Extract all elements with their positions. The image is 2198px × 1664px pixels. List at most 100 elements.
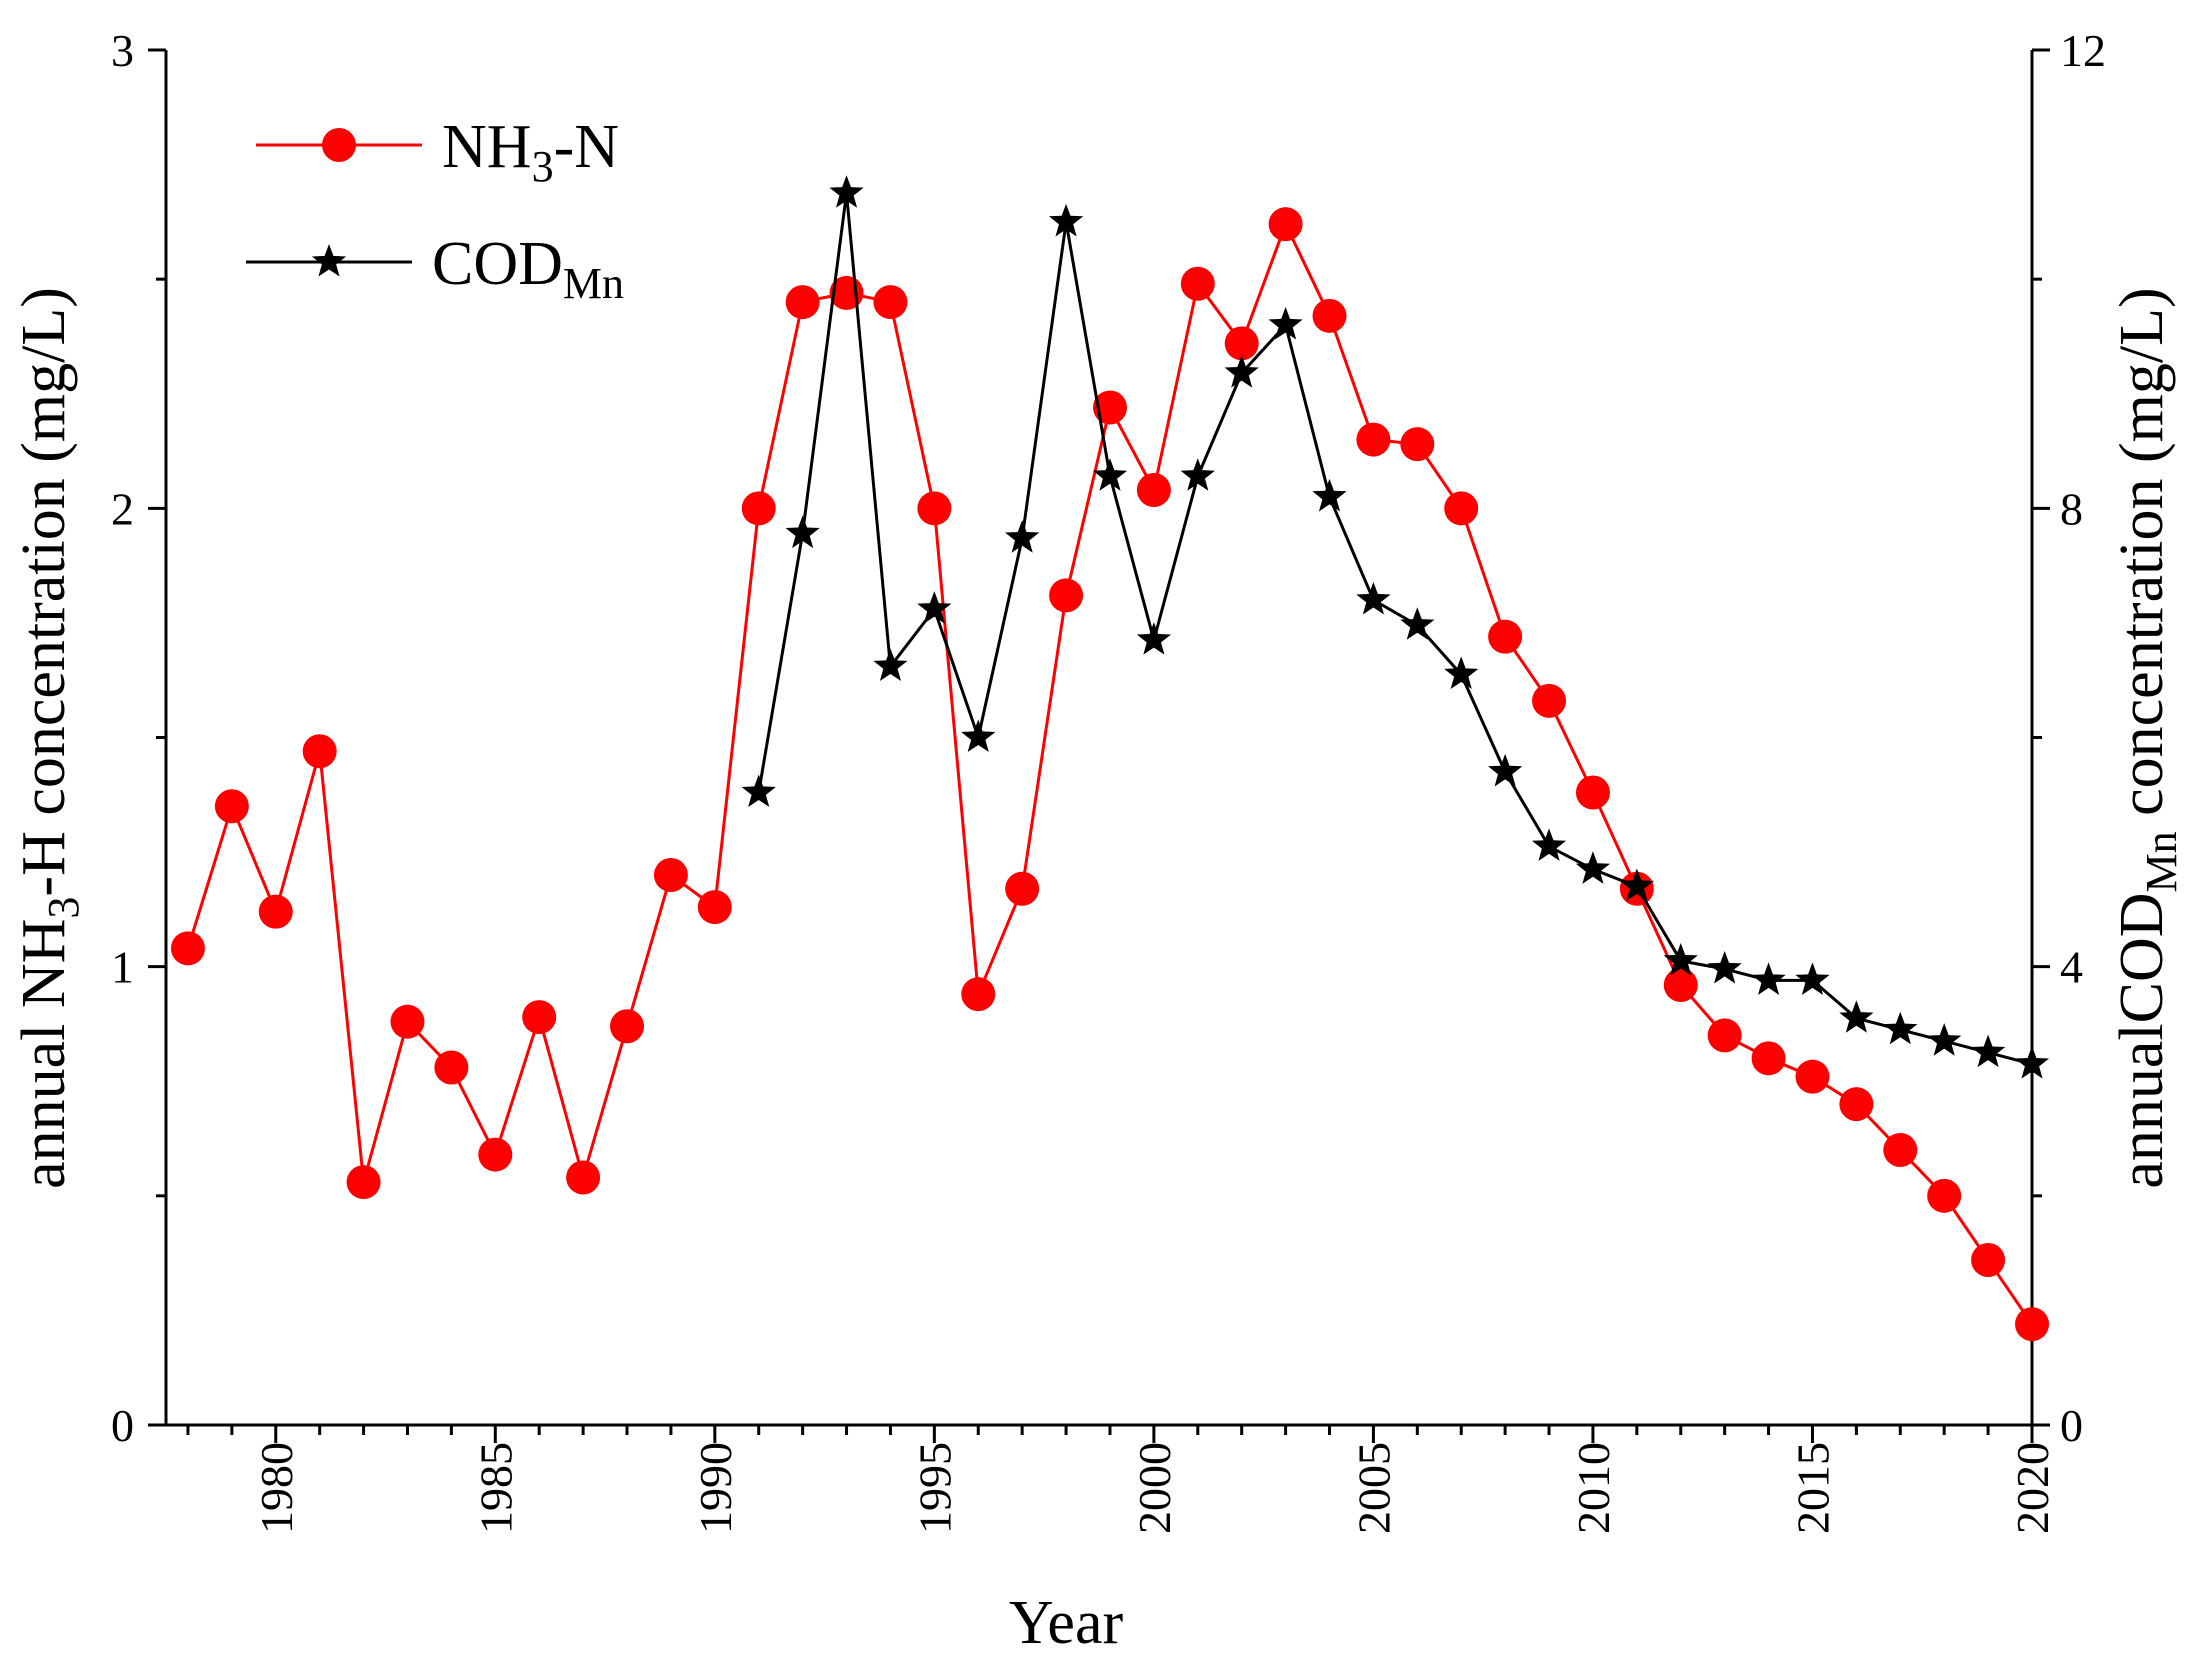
- legend-nh3-marker: [322, 128, 356, 162]
- nh3-point: [478, 1137, 513, 1172]
- series-codmn: [741, 175, 2050, 1079]
- nh3-point: [566, 1160, 601, 1195]
- y-left-tick-label: 0: [111, 1400, 134, 1451]
- cod-point: [917, 591, 952, 624]
- cod-point: [1707, 950, 1742, 984]
- x-tick-label: 2000: [1129, 1442, 1180, 1534]
- y-right-title-subscript: Mn: [2137, 831, 2186, 892]
- nh3-point: [917, 491, 952, 526]
- nh3-point: [1839, 1087, 1874, 1122]
- cod-point: [1575, 851, 1611, 884]
- legend-cod-subscript: Mn: [563, 259, 624, 308]
- cod-point: [741, 774, 776, 808]
- nh3-point: [1092, 390, 1127, 425]
- x-tick-label: 1995: [909, 1442, 960, 1534]
- nh3-point: [1444, 491, 1479, 526]
- y-right-tick-label: 4: [2060, 942, 2083, 993]
- x-ticks: 1980 1985 1990 1995 2000 2005 2010 2015 2020: [186, 1425, 2058, 1534]
- nh3-point: [961, 977, 996, 1012]
- nh3-point: [1575, 775, 1610, 810]
- nh3-point: [653, 858, 688, 892]
- nh3-point: [1224, 326, 1259, 361]
- legend-cod-label: CODMn: [432, 230, 624, 308]
- cod-point: [1224, 355, 1259, 388]
- nh3-point: [1180, 266, 1215, 301]
- x-tick-label: 1980: [251, 1442, 302, 1534]
- nh3-point: [522, 1000, 557, 1035]
- cod-point: [1619, 868, 1654, 902]
- y-axis-right-title: annualCODMn concentration (mg/L): [2108, 287, 2186, 1188]
- cod-point: [1312, 478, 1347, 512]
- nh3-point: [1927, 1178, 1962, 1213]
- y-left-title-suffix: -H concentration (mg/L): [10, 287, 78, 896]
- nh3-point: [873, 285, 908, 320]
- legend-nh3-label: NH3-N: [442, 113, 619, 191]
- nh3-point: [1400, 427, 1435, 462]
- cod-point: [1839, 1000, 1874, 1033]
- nh3-point: [1356, 422, 1391, 457]
- cod-point: [1927, 1023, 1962, 1056]
- cod-point: [2014, 1046, 2050, 1079]
- cod-point: [1663, 942, 1698, 976]
- nh3-point: [610, 1009, 645, 1044]
- x-tick-label: 2005: [1348, 1442, 1399, 1534]
- cod-point: [961, 719, 996, 753]
- nh3-point: [1005, 871, 1040, 906]
- nh3-point: [346, 1165, 381, 1200]
- cod-point: [1444, 656, 1479, 690]
- cod-point: [1005, 520, 1040, 553]
- nh3-point: [1751, 1041, 1786, 1076]
- nh3-point: [785, 285, 820, 320]
- nh3-point: [1049, 578, 1084, 613]
- cod-point: [1970, 1034, 2006, 1068]
- cod-point: [1795, 962, 1830, 995]
- y-right-tick-label: 0: [2060, 1400, 2083, 1451]
- y-left-title-prefix: annual NH: [10, 919, 78, 1189]
- y-right-ticks: 0 4 8 12: [2032, 25, 2106, 1451]
- nh3-point: [302, 734, 337, 769]
- y-left-ticks: 0 1 2 3: [111, 25, 166, 1451]
- legend: NH3-N CODMn: [246, 113, 624, 308]
- y-right-title-suffix: concentration (mg/L): [2108, 287, 2176, 831]
- cod-point: [1400, 607, 1435, 640]
- cod-point: [1180, 458, 1215, 491]
- nh3-point: [1971, 1243, 2006, 1277]
- series-nh3-n: [170, 207, 2049, 1342]
- cod-point: [1268, 307, 1303, 340]
- y-right-title-prefix: annualCOD: [2108, 892, 2176, 1188]
- cod-point: [1751, 962, 1786, 995]
- y-left-tick-label: 2: [111, 483, 134, 534]
- cod-point: [1883, 1011, 1918, 1045]
- nh3-point: [1268, 207, 1303, 242]
- nh3-point: [741, 491, 776, 526]
- nh3-point: [1883, 1133, 1918, 1167]
- nh3-point: [1795, 1059, 1830, 1094]
- nh3-point: [1707, 1018, 1742, 1053]
- cod-point: [829, 175, 864, 208]
- nh3-point: [170, 931, 205, 966]
- y-right-tick-label: 8: [2060, 483, 2083, 534]
- legend-nh3-rest: -N: [554, 113, 619, 181]
- cod-point: [1488, 753, 1523, 787]
- x-tick-label: 2015: [1787, 1442, 1838, 1534]
- legend-nh3-subscript: 3: [532, 142, 554, 191]
- nh3-point: [1312, 298, 1347, 333]
- nh3-point: [390, 1004, 425, 1039]
- x-tick-label: 2010: [1568, 1442, 1619, 1534]
- legend-nh3-main: NH: [442, 113, 532, 181]
- cod-point: [1531, 828, 1567, 861]
- nh3-point: [258, 894, 293, 929]
- y-right-tick-label: 12: [2060, 25, 2106, 76]
- x-tick-label: 2020: [2007, 1442, 2058, 1534]
- y-axis-left-title: annual NH3-H concentration (mg/L): [10, 287, 88, 1189]
- y-left-title-subscript: 3: [39, 897, 88, 919]
- x-axis-title: Year: [1009, 1589, 1124, 1657]
- nh3-point: [1532, 683, 1567, 718]
- cod-point: [1356, 582, 1391, 615]
- cod-point: [1048, 203, 1084, 237]
- legend-cod-main: COD: [432, 230, 563, 298]
- cod-point: [785, 515, 820, 549]
- cod-point: [1136, 622, 1171, 655]
- x-tick-label: 1990: [690, 1442, 741, 1534]
